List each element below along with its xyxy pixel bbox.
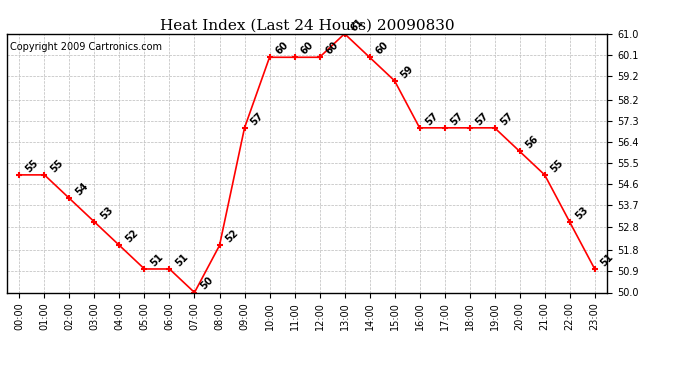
Text: 57: 57	[248, 111, 265, 127]
Text: 53: 53	[574, 204, 591, 221]
Text: 55: 55	[549, 158, 565, 174]
Text: 55: 55	[23, 158, 40, 174]
Text: 52: 52	[124, 228, 140, 244]
Title: Heat Index (Last 24 Hours) 20090830: Heat Index (Last 24 Hours) 20090830	[160, 19, 454, 33]
Text: 56: 56	[524, 134, 540, 151]
Text: 50: 50	[199, 275, 215, 292]
Text: 60: 60	[299, 40, 315, 57]
Text: 57: 57	[499, 111, 515, 127]
Text: 60: 60	[374, 40, 391, 57]
Text: 60: 60	[274, 40, 290, 57]
Text: 57: 57	[448, 111, 465, 127]
Text: 51: 51	[148, 252, 165, 268]
Text: 59: 59	[399, 63, 415, 80]
Text: 51: 51	[174, 252, 190, 268]
Text: 53: 53	[99, 204, 115, 221]
Text: 57: 57	[474, 111, 491, 127]
Text: 61: 61	[348, 16, 365, 33]
Text: 54: 54	[74, 181, 90, 198]
Text: 57: 57	[424, 111, 440, 127]
Text: Copyright 2009 Cartronics.com: Copyright 2009 Cartronics.com	[10, 42, 162, 51]
Text: 60: 60	[324, 40, 340, 57]
Text: 51: 51	[599, 252, 615, 268]
Text: 52: 52	[224, 228, 240, 244]
Text: 55: 55	[48, 158, 65, 174]
